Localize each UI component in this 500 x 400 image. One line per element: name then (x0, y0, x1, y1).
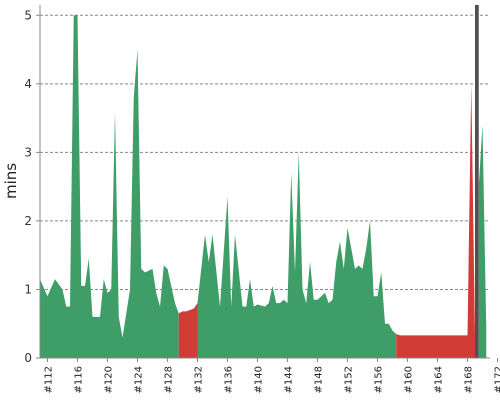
y-axis-label: mins (2, 163, 20, 199)
x-tick-label: #152 (344, 366, 355, 393)
failure-area-1 (178, 303, 198, 358)
y-tick-label: 5 (24, 8, 32, 22)
x-tick-label: #128 (164, 366, 175, 393)
y-axis-ticks: 0 1 2 3 4 5 (24, 8, 40, 365)
axes (39, 5, 490, 359)
x-tick-label: #168 (464, 366, 475, 393)
plot-area (40, 5, 487, 359)
x-tick-label: #124 (134, 366, 145, 393)
grid-lines (40, 14, 490, 290)
x-tick-label: #140 (254, 366, 265, 393)
y-tick-label: 3 (24, 145, 32, 159)
y-tick-label: 2 (24, 214, 32, 228)
success-area-0 (40, 15, 179, 358)
x-tick-label: #132 (194, 366, 205, 393)
x-tick-label: #116 (74, 366, 85, 393)
success-area-5 (478, 124, 487, 359)
x-tick-label: #160 (404, 366, 415, 393)
x-tick-label: #144 (284, 366, 295, 393)
x-tick-label: #156 (374, 366, 385, 393)
y-tick-label: 0 (24, 351, 32, 365)
x-tick-label: #172 (494, 366, 500, 393)
x-tick-label: #120 (104, 366, 115, 393)
x-tick-label: #136 (224, 366, 235, 393)
x-tick-label: #164 (434, 366, 445, 393)
x-tick-label: #112 (44, 366, 55, 393)
y-tick-label: 1 (24, 282, 32, 296)
x-tick-label: #148 (314, 366, 325, 393)
y-tick-label: 4 (24, 77, 32, 91)
x-axis-ticks: #112 #116 #120 #124 #128 #132 #136 #140 #144 #148… (44, 358, 500, 393)
success-area-2 (197, 152, 397, 358)
pending-area-4 (475, 5, 479, 358)
